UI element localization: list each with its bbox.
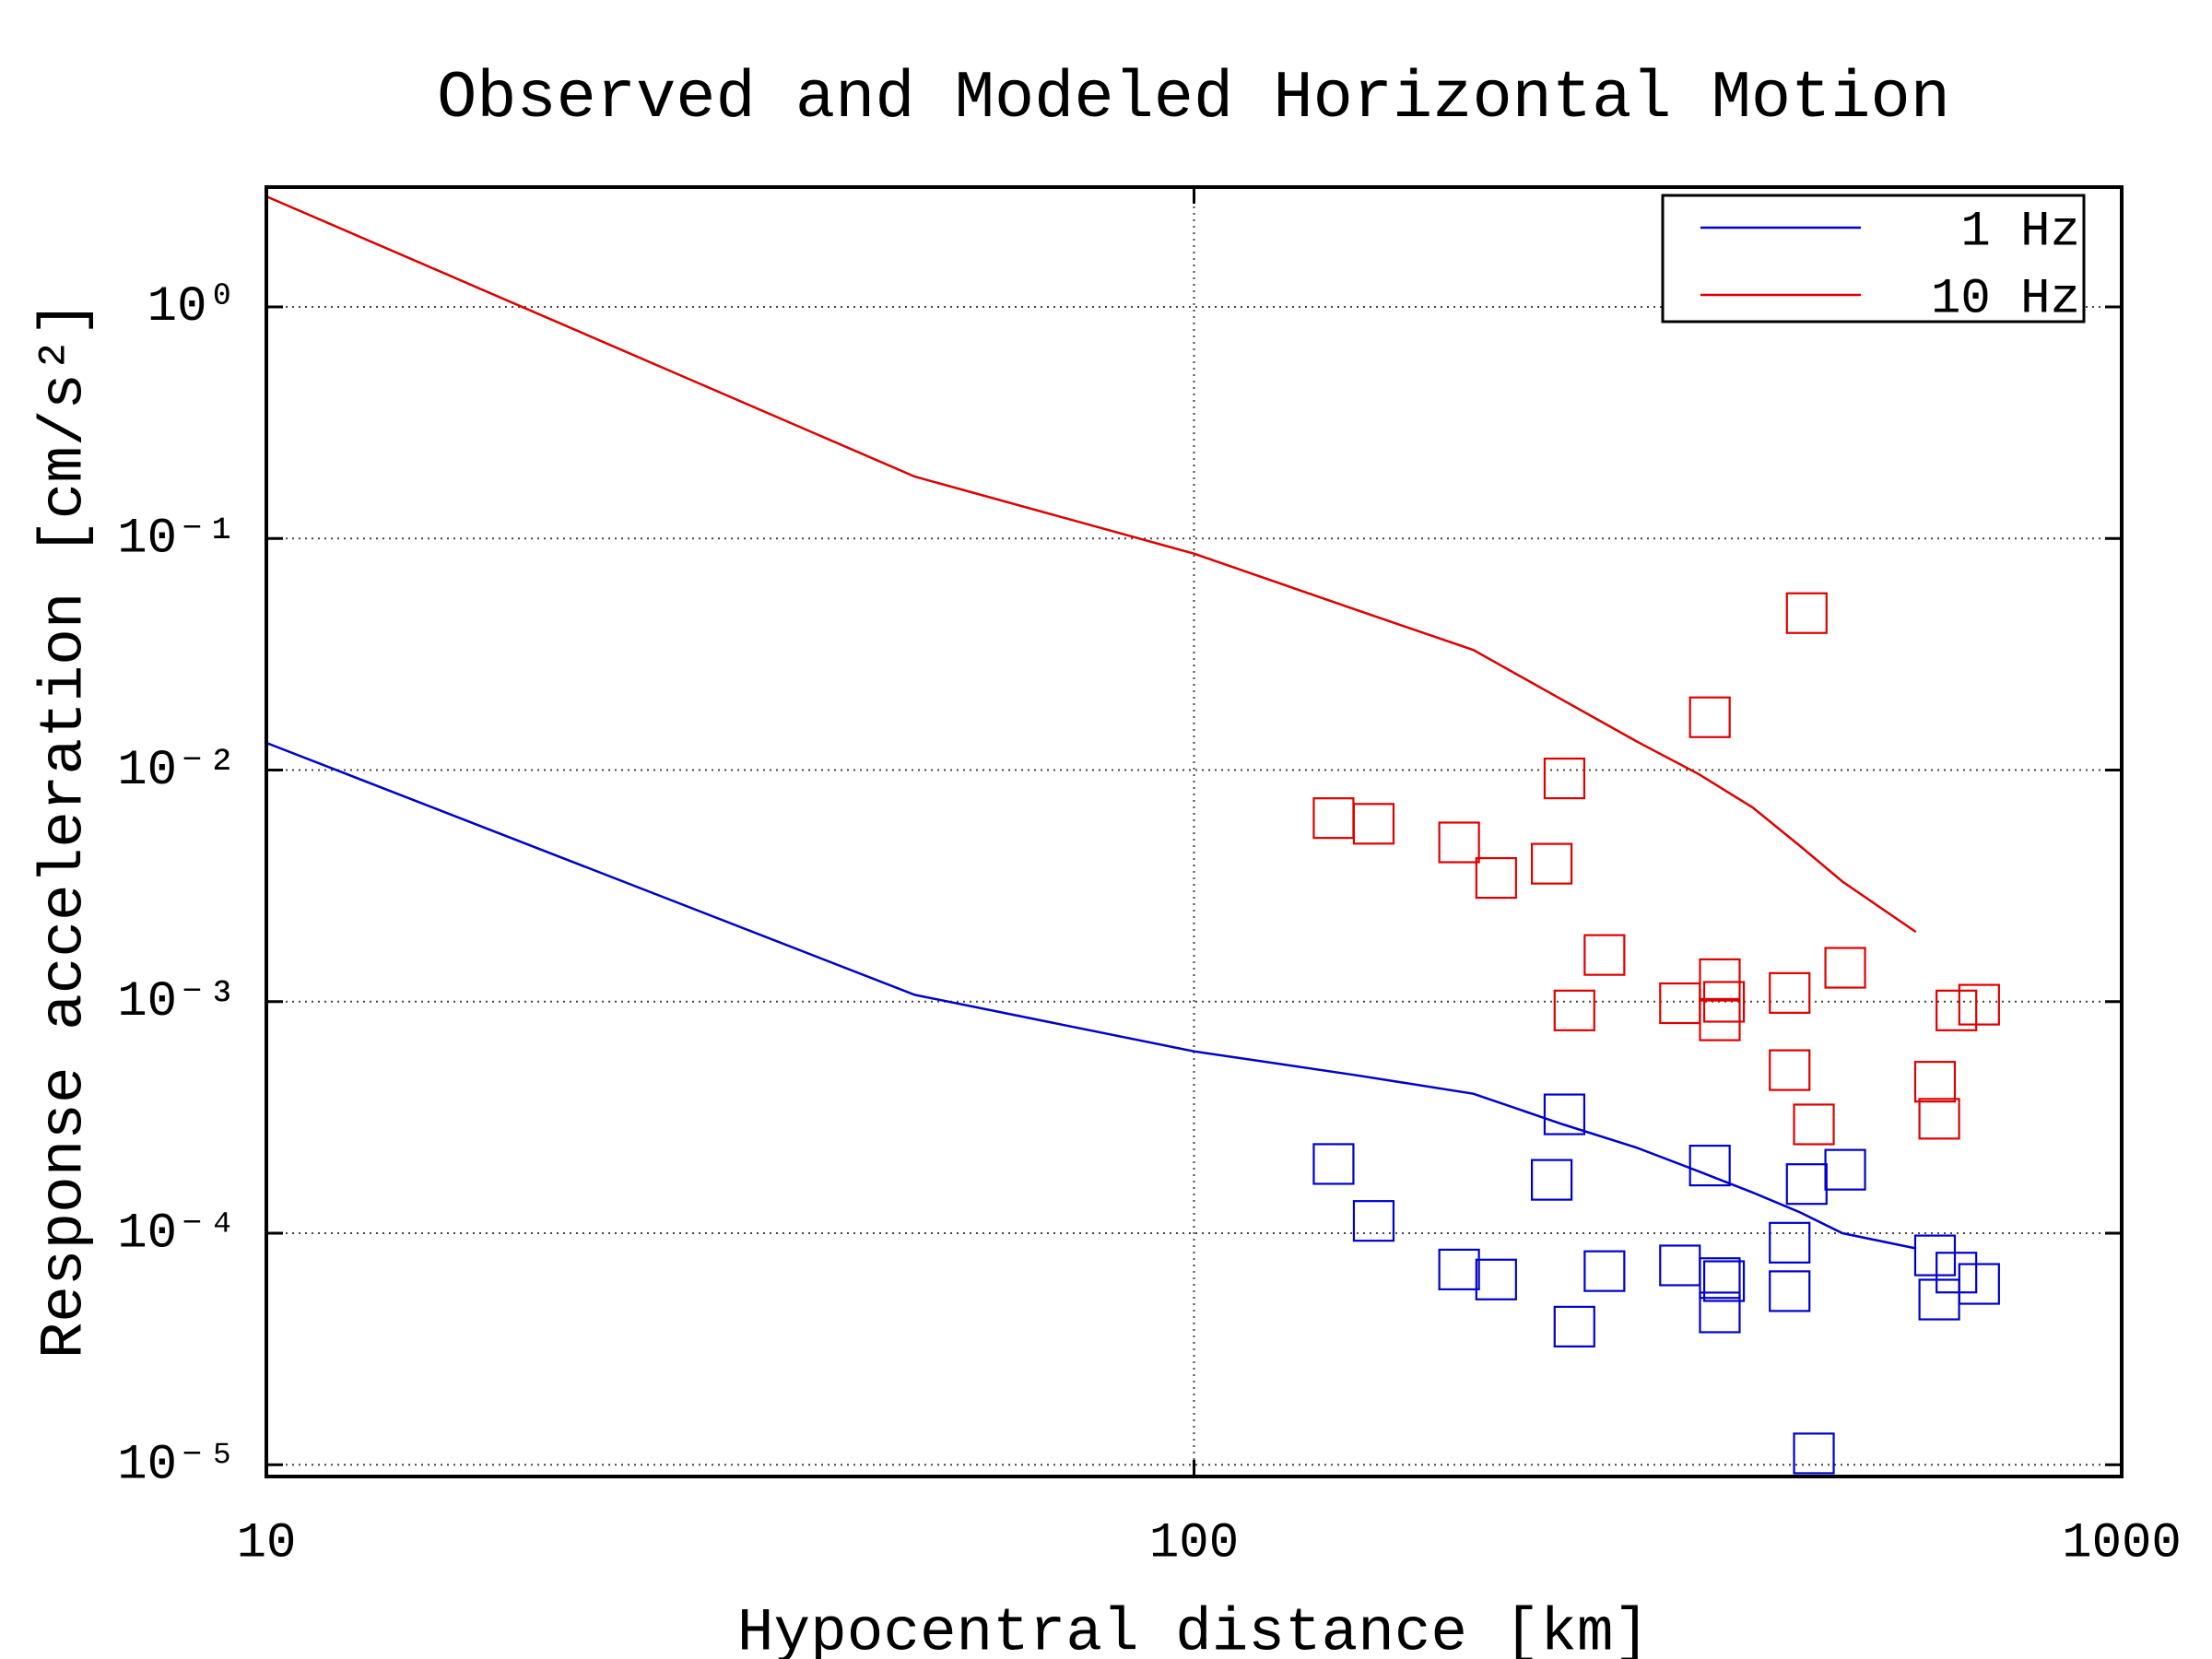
plot-frame [265, 185, 2124, 1478]
data-point [1688, 696, 1731, 738]
data-point [1699, 1291, 1741, 1334]
data-point [1793, 1103, 1835, 1146]
data-point [1312, 1143, 1355, 1185]
y-tick-label: 10⁻³ [117, 974, 237, 1030]
data-point [1553, 989, 1595, 1031]
legend-box [1661, 194, 2086, 324]
legend-label: 10 Hz [1931, 271, 2080, 327]
data-point [1936, 1252, 1978, 1294]
data-point [1958, 1263, 2000, 1305]
data-point [1769, 1221, 1811, 1264]
x-tick-label: 100 [1149, 1515, 1239, 1571]
data-point [1769, 1270, 1811, 1312]
data-point [1688, 1144, 1731, 1187]
data-point [1543, 757, 1586, 800]
data-point [1913, 1061, 1957, 1103]
data-point [1793, 1432, 1835, 1475]
data-point [1913, 1234, 1957, 1277]
data-point [1702, 981, 1746, 1023]
data-point [1438, 821, 1480, 864]
y-axis-label: Response acceleration [cm/s²] [29, 300, 99, 1359]
data-point [1769, 1049, 1811, 1091]
data-point [1699, 999, 1741, 1041]
data-point [1583, 1250, 1626, 1292]
data-point [1699, 1257, 1741, 1300]
data-point [1475, 1258, 1517, 1300]
data-point [1824, 1148, 1866, 1191]
legend-label: 1 Hz [1960, 204, 2080, 260]
data-point [1769, 971, 1811, 1014]
data-point [1699, 958, 1741, 1001]
y-tick-label: 10⁻⁴ [117, 1206, 237, 1262]
chart-title: Observed and Modeled Horizontal Motion [437, 61, 1950, 136]
data-point [1958, 983, 2000, 1026]
data-point [1785, 1163, 1828, 1206]
x-axis-label: Hypocentral distance [km] [737, 1598, 1650, 1659]
y-tick-label: 10⁻¹ [117, 511, 237, 567]
data-point [1543, 1093, 1586, 1135]
y-tick-label: 10⁻⁵ [117, 1438, 237, 1494]
data-point [1531, 1159, 1573, 1201]
data-point [1936, 989, 1978, 1031]
data-line [265, 741, 1916, 1250]
data-point [1475, 856, 1517, 900]
data-point [1785, 592, 1828, 634]
data-point [1531, 842, 1573, 885]
data-line [265, 194, 1917, 934]
data-point [1583, 934, 1626, 976]
data-point [1352, 1200, 1395, 1242]
x-tick-label: 1000 [2062, 1515, 2182, 1571]
y-tick-label: 10⁰ [147, 279, 237, 335]
data-point [1553, 1305, 1595, 1347]
data-point [1352, 803, 1395, 845]
data-point [1824, 947, 1866, 989]
data-point [1438, 1248, 1480, 1291]
x-tick-label: 10 [237, 1515, 297, 1571]
y-tick-label: 10⁻² [117, 743, 237, 799]
data-point [1918, 1098, 1960, 1140]
data-point [1702, 1260, 1746, 1302]
